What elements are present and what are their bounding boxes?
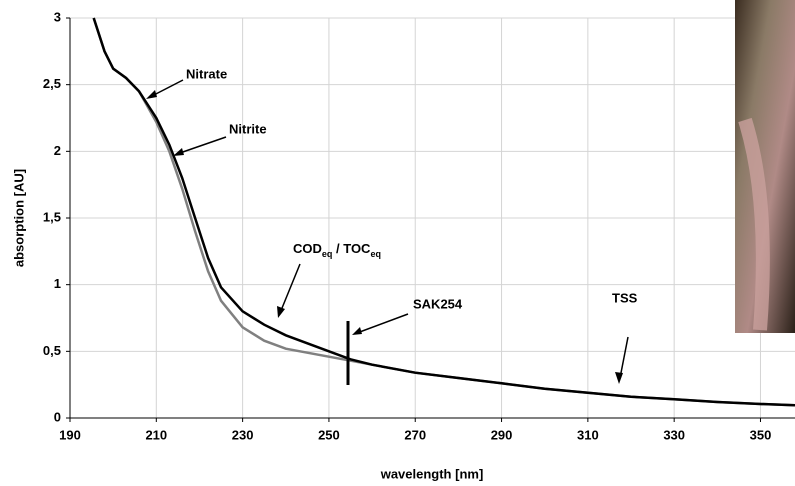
x-tick-label: 290 — [491, 427, 513, 442]
arrow-head — [146, 90, 157, 99]
annotation-part: / TOC — [332, 241, 371, 256]
x-tick-label: 350 — [750, 427, 772, 442]
arrow-head — [615, 372, 623, 384]
arrow — [356, 313, 409, 334]
annotation: CODeq / TOCeq — [293, 241, 381, 259]
y-tick-label: 0,5 — [43, 343, 61, 358]
y-tick-label: 1,5 — [43, 209, 61, 224]
x-tick-label: 230 — [232, 427, 254, 442]
x-tick-label: 210 — [145, 427, 167, 442]
y-tick-label: 2,5 — [43, 76, 61, 91]
x-tick-label: 270 — [404, 427, 426, 442]
arrow-head — [173, 148, 184, 156]
y-tick-label: 1 — [54, 276, 61, 291]
y-axis-label: absorption [AU] — [11, 169, 26, 267]
annotation: SAK254 — [413, 296, 463, 311]
annotation: TSS — [612, 290, 638, 305]
series-line — [92, 17, 795, 407]
plot — [92, 17, 795, 407]
annotation: Nitrite — [229, 121, 267, 136]
annotation-sub: eq — [322, 249, 333, 259]
photo-detail — [738, 117, 770, 331]
x-tick-label: 250 — [318, 427, 340, 442]
arrow-head — [352, 327, 362, 335]
y-tick-label: 3 — [54, 9, 61, 24]
arrow — [619, 336, 629, 379]
x-tick-label: 330 — [663, 427, 685, 442]
y-tick-label: 0 — [54, 409, 61, 424]
arrow — [176, 136, 227, 155]
x-axis-label: wavelength [nm] — [380, 466, 484, 481]
x-tick-label: 310 — [577, 427, 599, 442]
x-tick-label: 190 — [59, 427, 81, 442]
arrow-head — [277, 306, 285, 318]
annotation: Nitrate — [186, 66, 227, 81]
y-tick-label: 2 — [54, 143, 61, 158]
arrow — [279, 263, 301, 314]
grid — [69, 17, 795, 419]
annotation-part: COD — [293, 241, 322, 256]
annotation-sub: eq — [370, 249, 381, 259]
